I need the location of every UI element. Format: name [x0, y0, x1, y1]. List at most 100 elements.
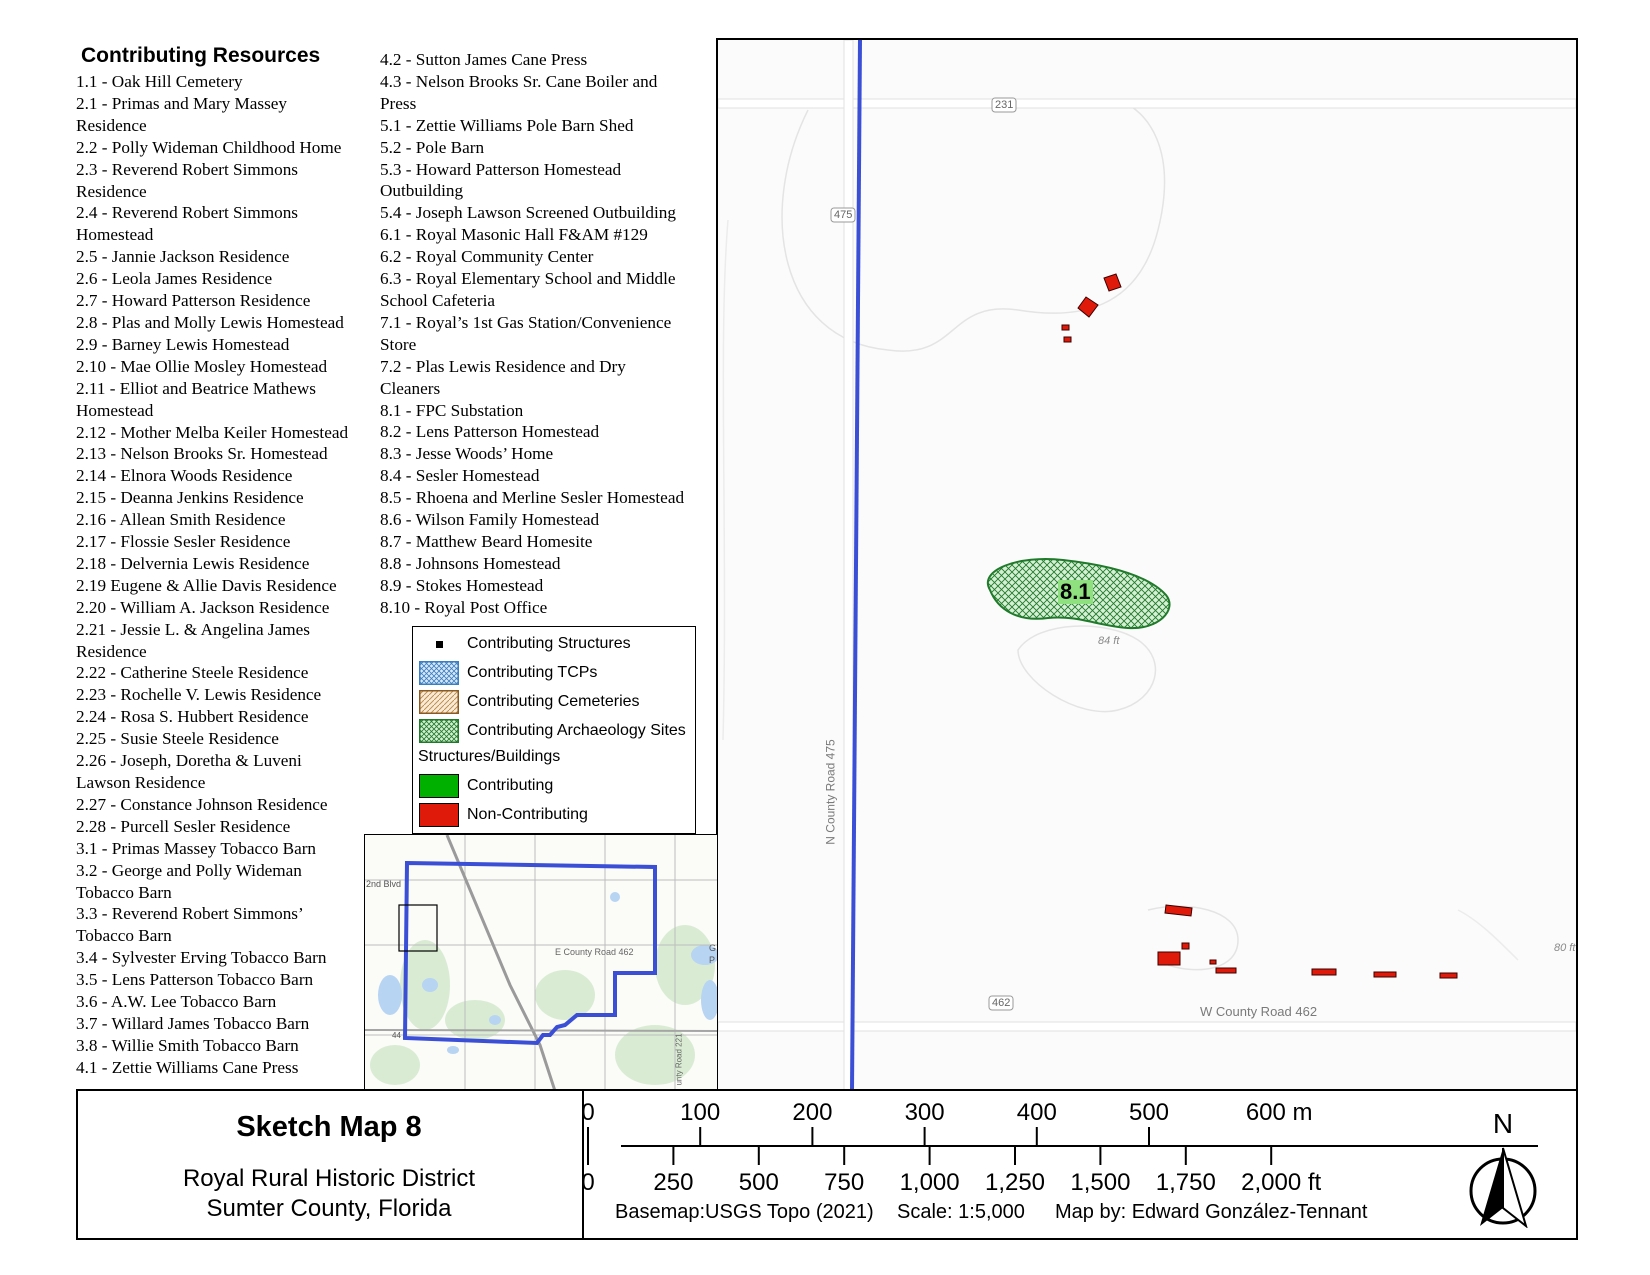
resource-line: 3.7 - Willard James Tobacco Barn [76, 1013, 310, 1033]
resource-line: Store [380, 334, 417, 354]
legend-structures-label: Contributing Structures [467, 635, 631, 652]
legend-contributing-label: Contributing [467, 777, 554, 794]
road-462-label: W County Road 462 [1200, 1004, 1318, 1019]
inset-map[interactable]: 2nd Blvd E County Road 462 44 unty Road … [364, 834, 718, 1090]
scale-text: Scale: 1:5,000 [897, 1201, 1025, 1223]
resource-line: 3.2 - George and Polly Wideman [76, 860, 302, 880]
legend-structures-heading: Structures/Buildings [418, 748, 561, 765]
feet-tick-label: 2,000 ft [1241, 1169, 1322, 1196]
meter-tick-label: 200 [792, 1099, 833, 1126]
resource-line: 2.24 - Rosa S. Hubbert Residence [76, 707, 309, 727]
resources-column-2: 4.2 - Sutton James Cane Press 4.3 - Nelso… [380, 49, 716, 619]
resource-line: 2.23 - Rochelle V. Lewis Residence [76, 685, 322, 705]
legend-archaeology-label: Contributing Archaeology Sites [467, 722, 686, 739]
resource-line: 2.27 - Constance Johnson Residence [76, 794, 328, 814]
shield-475-label: 475 [834, 209, 853, 221]
inset-map-canvas [365, 835, 717, 1089]
resource-line: Cleaners [380, 378, 441, 398]
inset-cr462-label: E County Road 462 [555, 947, 634, 957]
resource-line: 2.10 - Mae Ollie Mosley Homestead [76, 356, 328, 376]
resource-line: 2.20 - William A. Jackson Residence [76, 597, 330, 617]
feet-tick-label: 1,250 [984, 1169, 1046, 1196]
resource-line: 3.3 - Reverend Robert Simmons’ [76, 904, 304, 924]
feet-tick-label: 500 [738, 1169, 779, 1196]
feet-tick-label: 1,750 [1155, 1169, 1216, 1196]
title-box: Sketch Map 8 Royal Rural Historic Distri… [76, 1091, 584, 1240]
resource-line: Outbuilding [380, 181, 464, 201]
resource-line: 8.1 - FPC Substation [380, 400, 524, 420]
resource-line: 2.19 Eugene & Allie Davis Residence [76, 575, 337, 595]
tcp-swatch-icon [419, 661, 459, 685]
resource-line: 2.14 - Elnora Woods Residence [76, 466, 293, 486]
cemetery-swatch-icon [419, 690, 459, 714]
archaeology-swatch-icon [419, 719, 459, 743]
legend-tcps: Contributing TCPs [419, 660, 597, 686]
inset-44-label: 44 [392, 1031, 401, 1040]
resource-line: 4.2 - Sutton James Cane Press [380, 50, 588, 69]
map-subtitle-line1: Royal Rural Historic District [182, 1165, 476, 1192]
resource-line: 2.5 - Jannie Jackson Residence [76, 247, 290, 267]
resource-line: 5.2 - Pole Barn [380, 137, 485, 157]
resource-line: 2.18 - Delvernia Lewis Residence [76, 553, 310, 573]
main-map[interactable]: 231 475 462 N County Road 475 W County R… [718, 40, 1576, 1090]
resource-line: 8.5 - Rhoena and Merline Sesler Homestea… [380, 488, 685, 508]
resource-line: 8.10 - Royal Post Office [380, 597, 548, 617]
resource-line: 8.4 - Sesler Homestead [380, 466, 540, 486]
resource-line: 2.13 - Nelson Brooks Sr. Homestead [76, 444, 328, 464]
bottom-divider [76, 1089, 1578, 1091]
resource-line: 4.1 - Zettie Williams Cane Press [76, 1057, 299, 1077]
resource-line: 8.6 - Wilson Family Homestead [380, 510, 600, 530]
site-8-1-label: 8.1 [1058, 579, 1093, 604]
author-credit: Map by: Edward González-Tennant [1055, 1201, 1368, 1223]
resource-line: Homestead [76, 400, 154, 420]
resources-title: Contributing Resources [81, 44, 321, 67]
legend-structures: Contributing Structures [419, 631, 631, 657]
resource-line: 2.21 - Jessie L. & Angelina James [76, 619, 310, 639]
resource-line: 7.2 - Plas Lewis Residence and Dry [380, 356, 626, 376]
resource-line: 8.2 - Lens Patterson Homestead [380, 422, 600, 442]
resource-line: 3.5 - Lens Patterson Tobacco Barn [76, 970, 314, 990]
legend-archaeology: Contributing Archaeology Sites [419, 718, 686, 744]
resource-line: 1.1 - Oak Hill Cemetery [76, 72, 243, 91]
north-letter: N [1492, 1108, 1514, 1139]
map-subtitle-line2: Sumter County, Florida [206, 1195, 452, 1222]
resource-line: 2.11 - Elliot and Beatrice Mathews [76, 378, 316, 398]
inset-2nd-blvd-label: 2nd Blvd [366, 879, 402, 889]
feet-tick-label: 250 [653, 1169, 694, 1196]
legend-cemeteries: Contributing Cemeteries [419, 689, 640, 715]
resource-line: 2.1 - Primas and Mary Massey [76, 93, 287, 113]
meter-tick-label: 100 [680, 1099, 721, 1126]
resource-line: 3.4 - Sylvester Erving Tobacco Barn [76, 948, 327, 968]
map-title: Sketch Map 8 [236, 1111, 422, 1143]
resource-line: 5.1 - Zettie Williams Pole Barn Shed [380, 115, 634, 135]
resource-line: 8.7 - Matthew Beard Homesite [380, 531, 593, 551]
road-475-label: N County Road 475 [823, 739, 838, 845]
legend-contributing: Contributing [419, 773, 553, 799]
meter-tick-label: 0 [581, 1099, 595, 1126]
meter-tick-label: 600 m [1245, 1099, 1313, 1126]
inset-cr221-label: unty Road 221 [674, 1033, 684, 1086]
resource-line: 8.3 - Jesse Woods’ Home [380, 444, 554, 464]
resource-line: 2.6 - Leola James Residence [76, 269, 273, 289]
structures-dot-icon [419, 632, 459, 656]
resource-line: 2.25 - Susie Steele Residence [76, 729, 279, 749]
resource-line: Residence [76, 115, 147, 135]
resource-line: 2.3 - Reverend Robert Simmons [76, 159, 298, 179]
resource-line: 2.15 - Deanna Jenkins Residence [76, 488, 304, 508]
resource-line: 4.3 - Nelson Brooks Sr. Cane Boiler and [380, 71, 658, 91]
resource-line: Lawson Residence [76, 773, 206, 792]
inset-edge-p-label: P [709, 955, 716, 965]
non-contributing-swatch-icon [419, 803, 459, 827]
elevation-80-label: 80 ft [1554, 942, 1576, 954]
map-legend: Contributing Structures Contributing TCP… [412, 626, 696, 834]
meter-tick-label: 500 [1128, 1099, 1170, 1126]
meter-tick-label: 400 [1016, 1099, 1057, 1126]
resource-line: 2.28 - Purcell Sesler Residence [76, 816, 291, 836]
north-arrow: N [1458, 1108, 1548, 1228]
resource-line: 3.8 - Willie Smith Tobacco Barn [76, 1035, 299, 1055]
resource-line: 2.9 - Barney Lewis Homestead [76, 334, 290, 354]
contributing-swatch-icon [419, 774, 459, 798]
resource-line: 2.17 - Flossie Sesler Residence [76, 532, 291, 552]
legend-cemeteries-label: Contributing Cemeteries [467, 693, 640, 710]
legend-non-contributing: Non-Contributing [419, 802, 588, 828]
